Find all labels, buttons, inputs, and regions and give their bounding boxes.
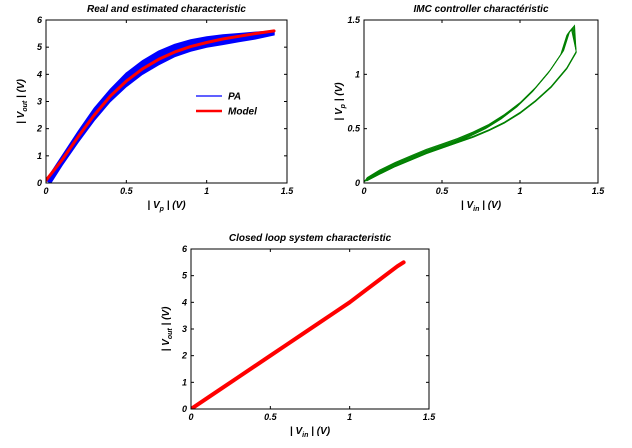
y-tick-label: 1.5 [347,15,361,25]
chart-3: 0 0.5 1 1.5 0 1 2 3 4 5 6 Closed loop system charac… [161,233,436,439]
y-axis-label: | Vp | (V) [334,82,347,121]
plot-area [364,24,577,183]
x-tick-label: 0.5 [264,412,278,422]
x-tick-label: 0 [43,186,48,196]
x-axis-label: | Vin | (V) [290,426,331,439]
y-axis-label: | Vout | (V) [161,306,174,351]
x-tick-label: 0.5 [120,186,134,196]
y-tick-label: 0 [182,404,187,414]
legend: PA Model [192,86,268,124]
chart-title: Real and estimated characteristic [87,4,246,15]
y-tick-label: 3 [182,324,187,334]
series-loop-2 [366,25,577,182]
series-loop-1 [366,24,577,182]
y-tick-label: 0 [37,178,42,188]
legend-label-pa: PA [228,92,241,103]
x-tick-label: 1 [347,412,352,422]
y-tick-label: 2 [36,124,42,134]
series-line-line [191,260,406,409]
series-loop-5 [364,28,577,182]
x-axis-label: | Vp | (V) [147,200,186,213]
x-tick-label: 1.5 [592,186,606,196]
y-tick-label: 0 [355,178,360,188]
y-tick-label: 6 [37,15,43,25]
x-tick-label: 0 [361,186,366,196]
chart-1: 0 0.5 1 1.5 0 1 2 3 4 5 6 Real and estimated charac… [16,4,294,213]
x-tick-label: 1 [517,186,522,196]
x-tick-label: 1.5 [281,186,295,196]
y-tick-label: 6 [182,244,188,254]
y-axis-label: | Vout | (V) [16,78,29,123]
y-tick-label: 1 [37,151,42,161]
x-tick-label: 1.5 [423,412,437,422]
y-tick-label: 4 [36,69,42,79]
x-axis-label: | Vin | (V) [461,200,502,213]
x-tick-label: 0 [188,412,193,422]
series-loop-4 [364,27,577,181]
chart-title: IMC controller charactéristic [413,4,548,15]
y-tick-label: 1 [182,377,187,387]
plot-area [191,260,406,409]
legend-box [192,86,268,124]
chart-title: Closed loop system characteristic [229,233,392,244]
series-model-line [46,29,276,182]
series-loop-3 [365,26,577,181]
axes-box [363,19,599,184]
y-tick-label: 4 [181,297,187,307]
y-tick-label: 1 [355,69,360,79]
x-tick-label: 1 [204,186,209,196]
legend-label-model: Model [228,107,257,118]
series-loop-6 [364,28,577,183]
plot-area [46,29,276,183]
chart-2: 0 0.5 1 1.5 0 0.5 1 1.5 IMC controller charactér… [334,4,605,213]
y-tick-label: 0.5 [347,124,361,134]
y-tick-label: 5 [37,42,43,52]
y-tick-label: 5 [182,271,188,281]
y-tick-label: 2 [181,351,187,361]
series-pa-band [46,30,275,183]
y-tick-label: 3 [37,97,42,107]
x-tick-label: 0.5 [436,186,450,196]
